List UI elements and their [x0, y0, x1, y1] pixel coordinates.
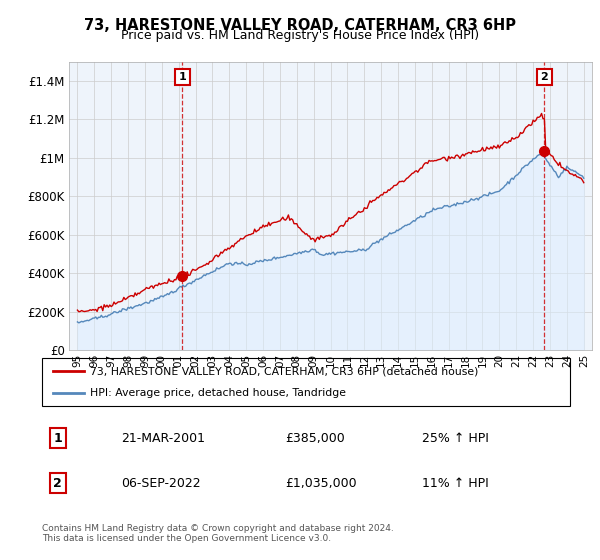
Text: Price paid vs. HM Land Registry's House Price Index (HPI): Price paid vs. HM Land Registry's House …: [121, 29, 479, 42]
Text: HPI: Average price, detached house, Tandridge: HPI: Average price, detached house, Tand…: [89, 388, 346, 398]
Text: £385,000: £385,000: [285, 432, 344, 445]
Text: 1: 1: [179, 72, 186, 82]
Text: 06-SEP-2022: 06-SEP-2022: [121, 477, 201, 489]
Text: 25% ↑ HPI: 25% ↑ HPI: [422, 432, 489, 445]
Text: 73, HARESTONE VALLEY ROAD, CATERHAM, CR3 6HP: 73, HARESTONE VALLEY ROAD, CATERHAM, CR3…: [84, 18, 516, 33]
Text: 2: 2: [541, 72, 548, 82]
Text: 73, HARESTONE VALLEY ROAD, CATERHAM, CR3 6HP (detached house): 73, HARESTONE VALLEY ROAD, CATERHAM, CR3…: [89, 366, 478, 376]
Text: 11% ↑ HPI: 11% ↑ HPI: [422, 477, 489, 489]
Text: £1,035,000: £1,035,000: [285, 477, 356, 489]
Text: 21-MAR-2001: 21-MAR-2001: [121, 432, 205, 445]
Text: 2: 2: [53, 477, 62, 489]
Text: Contains HM Land Registry data © Crown copyright and database right 2024.
This d: Contains HM Land Registry data © Crown c…: [42, 524, 394, 543]
Text: 1: 1: [53, 432, 62, 445]
